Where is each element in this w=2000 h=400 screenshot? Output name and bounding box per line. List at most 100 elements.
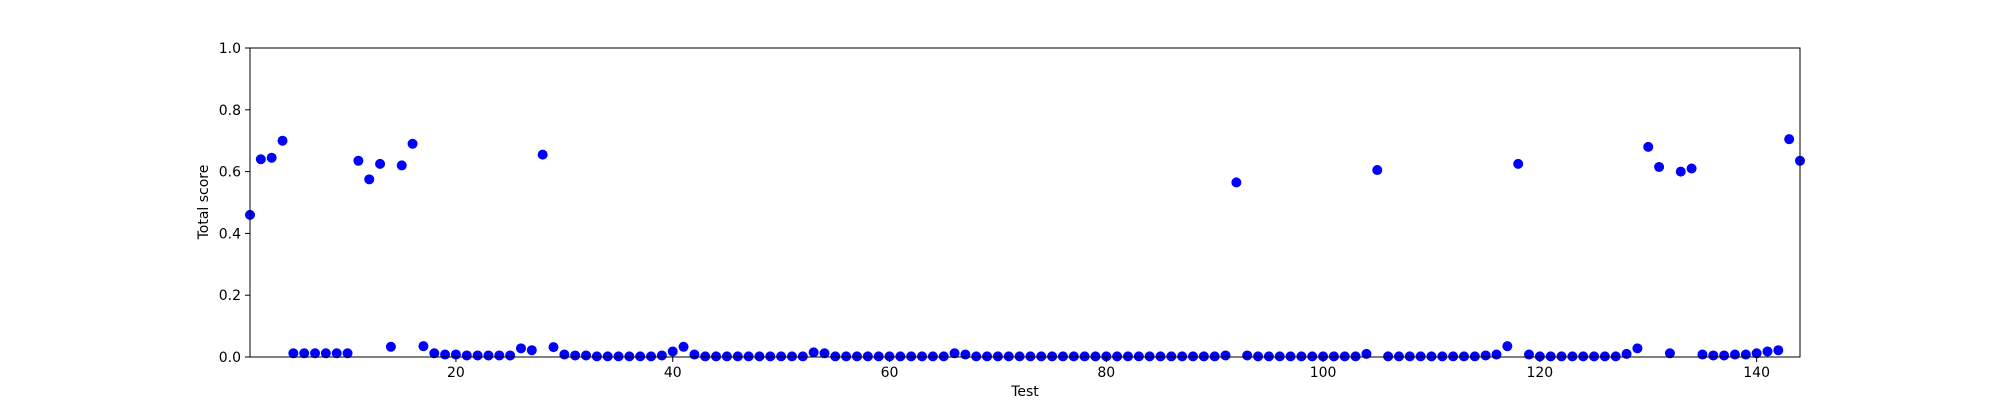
data-point [884,351,895,362]
data-point [765,351,776,362]
data-point [1437,351,1448,362]
plot-background [250,48,1800,357]
data-point [624,351,635,362]
data-point [927,351,938,362]
data-point [581,350,592,361]
data-point [1480,350,1491,361]
x-tick-label: 40 [664,365,682,381]
data-point [1426,351,1437,362]
data-point [1188,351,1199,362]
y-tick-label: 0.2 [219,288,241,304]
data-point [570,350,581,361]
data-point [505,350,516,361]
x-tick-label: 140 [1743,365,1770,381]
data-point [1209,351,1220,362]
y-tick-label: 0.4 [219,226,241,242]
data-point [732,351,743,362]
y-tick-label: 0.6 [219,165,241,181]
data-point [1448,351,1459,362]
data-point [1610,351,1621,362]
data-point [1697,349,1708,360]
data-point [1068,351,1079,362]
x-tick-label: 120 [1526,365,1553,381]
y-axis-label: Total score [196,165,212,241]
data-point [494,350,505,361]
y-axis-ticks: 0.0 0.2 0.4 0.6 0.8 1.0 [219,41,250,366]
data-point [1567,351,1578,362]
data-point [396,160,407,171]
data-point [461,350,472,361]
data-point [1643,141,1654,152]
data-point [548,342,559,353]
data-point [1393,351,1404,362]
data-point [917,351,928,362]
x-tick-label: 100 [1310,365,1337,381]
data-point [1534,351,1545,362]
data-point [299,348,310,359]
data-point [1220,350,1231,361]
data-points [245,134,1805,362]
data-point [1361,348,1372,359]
data-point [602,351,613,362]
data-point [288,348,299,359]
data-point [515,343,526,354]
data-point [1198,351,1209,362]
x-tick-label: 20 [447,365,465,381]
data-point [591,351,602,362]
data-point [310,348,321,359]
data-point [1003,351,1014,362]
data-point [1729,349,1740,360]
data-point [1524,349,1535,360]
x-axis-label: Test [1010,384,1039,400]
data-point [1057,351,1068,362]
data-point [1751,348,1762,359]
y-tick-label: 0.8 [219,103,241,119]
data-point [1404,351,1415,362]
data-point [982,351,993,362]
data-point [797,351,808,362]
data-point [1664,348,1675,359]
data-point [819,348,830,359]
data-point [1263,351,1274,362]
data-point [1318,351,1329,362]
data-point [949,348,960,359]
y-tick-label: 1.0 [219,41,241,57]
data-point [786,351,797,362]
data-point [320,348,331,359]
data-point [1231,177,1242,188]
data-point [1632,343,1643,354]
data-point [1144,351,1155,362]
data-point [1350,351,1361,362]
data-point [743,351,754,362]
plot-frame [249,47,1801,358]
data-point [537,149,548,160]
data-point [418,341,429,352]
data-point [255,154,266,165]
data-point [342,348,353,359]
data-point [721,351,732,362]
x-axis-ticks: 20 40 60 80 100 120 140 [447,357,1770,381]
data-point [1491,349,1502,360]
data-point [1274,351,1285,362]
data-point [440,349,451,360]
data-point [667,346,678,357]
data-point [808,347,819,358]
data-point [483,350,494,361]
data-point [689,349,700,360]
data-point [407,138,418,149]
data-point [1372,165,1383,176]
data-point [656,350,667,361]
data-point [938,351,949,362]
x-tick-label: 60 [881,365,899,381]
data-point [851,351,862,362]
data-point [830,351,841,362]
data-point [873,351,884,362]
data-point [266,152,277,163]
data-point [1415,351,1426,362]
data-point [1285,351,1296,362]
data-point [1036,351,1047,362]
data-point [375,158,386,169]
data-point [960,349,971,360]
data-point [1621,348,1632,359]
